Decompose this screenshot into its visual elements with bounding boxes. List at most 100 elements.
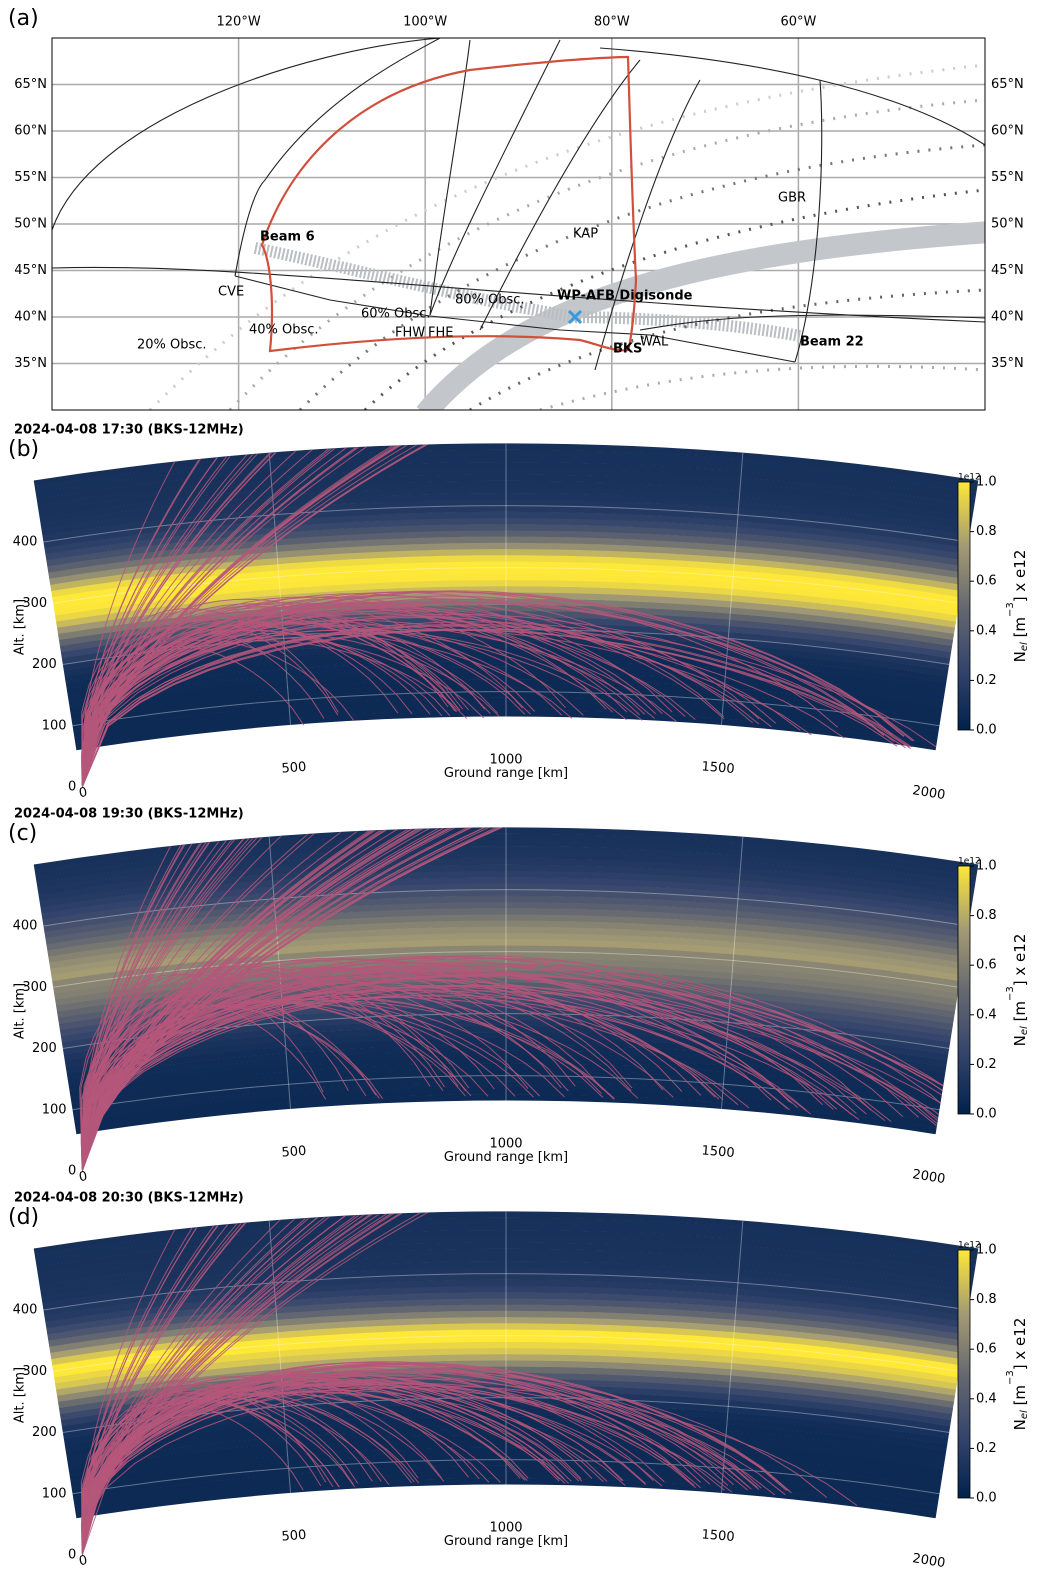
map-label: WAL <box>640 335 669 350</box>
ray <box>81 595 885 787</box>
y-tick-label: 50°N <box>991 217 1024 232</box>
density-band <box>48 536 964 579</box>
ray <box>81 624 910 787</box>
colorbar-label-part: ] x e12 <box>1011 934 1029 987</box>
ray <box>81 1211 314 1555</box>
ray <box>81 1389 359 1555</box>
ray <box>79 973 324 1171</box>
ray <box>81 612 536 787</box>
ray <box>81 1211 298 1555</box>
ray <box>81 611 461 787</box>
ray <box>81 827 382 1171</box>
ray <box>81 827 475 1171</box>
ray <box>81 607 753 787</box>
density-band <box>63 1019 949 1061</box>
colorbar-tick-label: 0.2 <box>976 1441 997 1456</box>
density-band <box>34 833 978 878</box>
colorbar-label-part: [m <box>1011 1385 1029 1410</box>
density-band <box>41 876 971 920</box>
ray <box>81 443 446 787</box>
ray <box>81 1369 792 1555</box>
y-tick-label: 45°N <box>991 263 1024 278</box>
y-tick-label: 400 <box>13 919 38 934</box>
density-band <box>61 1391 951 1433</box>
map-label: 60% Obsc. <box>361 307 431 322</box>
y-tick-label: 300 <box>22 1364 47 1379</box>
x-tick-label: 2000 <box>911 783 946 803</box>
colorbar <box>957 865 971 1115</box>
grid-line <box>53 567 959 604</box>
colorbar-label-part: −3 <box>1005 602 1016 617</box>
colorbar-label-part: ] x e12 <box>1011 550 1029 603</box>
ray <box>81 1385 858 1555</box>
ray <box>81 624 677 787</box>
ray <box>81 827 436 1171</box>
ray <box>81 443 370 787</box>
ray <box>81 995 811 1171</box>
ray <box>81 1391 354 1555</box>
ray <box>81 977 569 1171</box>
y-tick-label: 60°N <box>14 124 47 139</box>
colorbar-label: Nel [m−3] x e12 <box>1005 934 1030 1047</box>
y-tick-label: 65°N <box>14 77 47 92</box>
ray <box>81 827 300 1171</box>
ray <box>81 621 943 787</box>
density-band <box>52 945 960 988</box>
ray <box>81 827 221 1171</box>
y-tick-label: 400 <box>13 535 38 550</box>
colorbar-label-part: el <box>1019 1026 1030 1035</box>
colorbar-tick-label: 0.4 <box>976 623 997 638</box>
colorbar-label-part: N <box>1011 1035 1029 1046</box>
y-tick-label: 0 <box>68 1548 76 1563</box>
y-tick-label: 400 <box>13 1303 38 1318</box>
y-tick-label: 0 <box>68 780 76 795</box>
x-tick-label: 0 <box>78 785 89 801</box>
ray <box>81 1211 261 1555</box>
grid-line <box>268 452 292 725</box>
ray <box>81 981 444 1171</box>
ray <box>81 1361 690 1555</box>
colorbar-label-part: −3 <box>1005 986 1016 1001</box>
ray <box>81 982 602 1171</box>
x-axis-label: Ground range [km] <box>444 1534 568 1549</box>
x-tick-label: 1000 <box>489 1136 522 1151</box>
x-axis-label: Ground range [km] <box>444 1150 568 1165</box>
x-tick-label: 120°W <box>217 15 261 30</box>
density-band <box>62 1397 950 1439</box>
ray <box>81 1211 450 1555</box>
colorbar-tick-label: 0.6 <box>976 574 997 589</box>
y-tick-label: 100 <box>42 718 67 733</box>
density-band <box>43 1273 969 1317</box>
y-axis-label: Alt. [km] <box>13 599 28 655</box>
density-band <box>64 1409 948 1451</box>
ray <box>81 827 273 1171</box>
density-band <box>71 1453 941 1494</box>
density-band <box>40 1254 972 1298</box>
x-tick-label: 500 <box>281 1528 307 1545</box>
map-label: Beam 22 <box>800 335 864 350</box>
density-band <box>52 561 960 604</box>
density-band <box>71 685 941 726</box>
y-tick-label: 60°N <box>991 124 1024 139</box>
ray <box>81 1211 430 1555</box>
y-tick-label: 100 <box>42 1486 67 1501</box>
x-tick-label: 80°W <box>594 15 630 30</box>
colorbar <box>957 1249 971 1499</box>
density-band <box>39 480 973 524</box>
map-label: Beam 6 <box>260 230 315 245</box>
ray <box>81 967 562 1171</box>
density-band <box>74 703 938 745</box>
map-grid <box>52 38 985 410</box>
density-band <box>42 883 970 927</box>
ray <box>81 827 335 1171</box>
density-band <box>38 858 974 902</box>
map-label: 40% Obsc. <box>249 323 319 338</box>
map-label: CVE <box>218 285 244 300</box>
x-tick-label: 60°W <box>780 15 816 30</box>
ray <box>80 1380 327 1555</box>
ray <box>81 1377 786 1555</box>
ray <box>81 443 294 787</box>
density-band <box>72 691 940 732</box>
density-band <box>43 889 969 933</box>
